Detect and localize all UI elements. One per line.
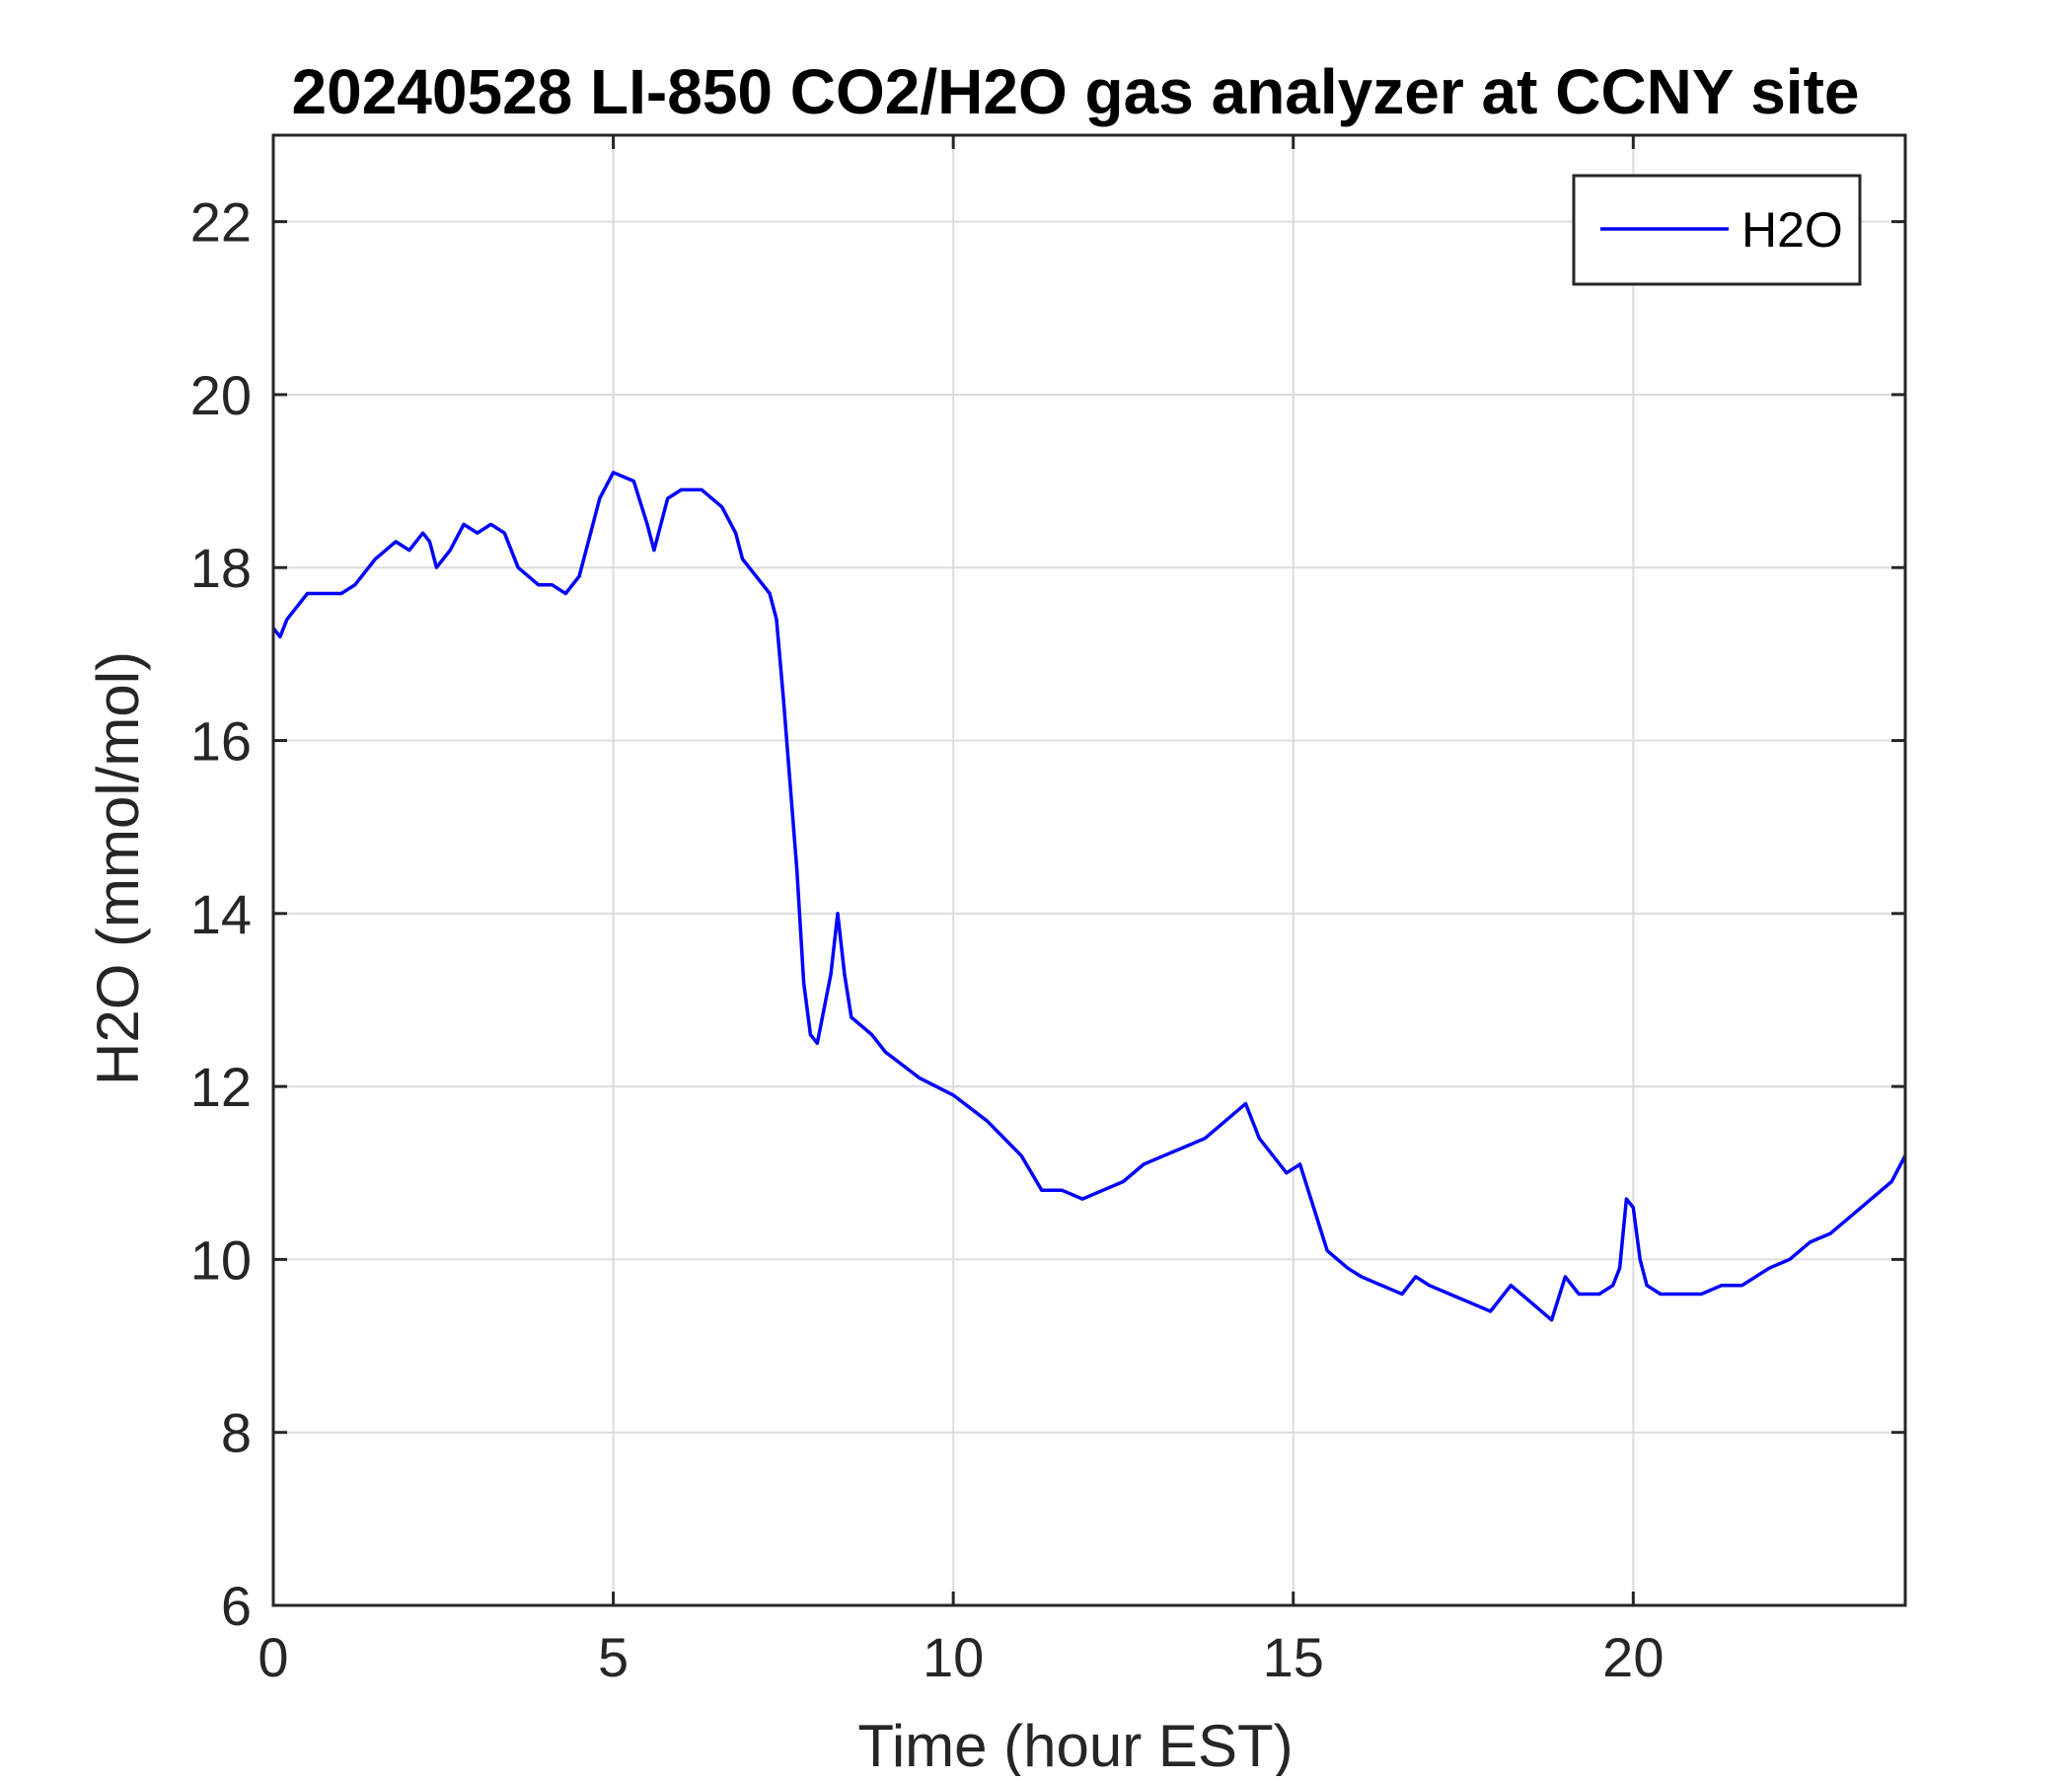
chart-title: 20240528 LI-850 CO2/H2O gas analyzer at … [292,56,1860,127]
tick-labels: 0 5 10 15 20 6 8 10 12 14 16 18 20 22 [190,191,1665,1688]
y-tick-label: 6 [221,1575,252,1637]
y-tick-label: 20 [190,364,252,426]
h2o-series-line [271,471,1907,1322]
legend-entry-label: H2O [1741,202,1843,258]
y-tick-label: 22 [190,191,252,254]
x-tick-label: 20 [1602,1626,1664,1688]
x-tick-label: 15 [1263,1626,1324,1688]
x-tick-label: 0 [258,1626,288,1688]
x-axis-label: Time (hour EST) [857,1713,1293,1776]
axes [271,133,1907,1607]
grid [273,135,1905,1605]
y-tick-label: 14 [190,883,252,945]
x-tick-label: 5 [598,1626,629,1688]
y-tick-label: 12 [190,1056,252,1118]
legend: H2O [1572,174,1862,286]
y-tick-label: 8 [221,1402,252,1464]
x-tick-label: 10 [923,1626,984,1688]
plot-area-border [271,133,1907,1607]
y-tick-label: 16 [190,710,252,773]
plot-data [271,471,1907,1322]
y-axis-label: H2O (mmol/mol) [85,651,151,1085]
y-tick-label: 10 [190,1228,252,1291]
y-tick-label: 18 [190,537,252,599]
